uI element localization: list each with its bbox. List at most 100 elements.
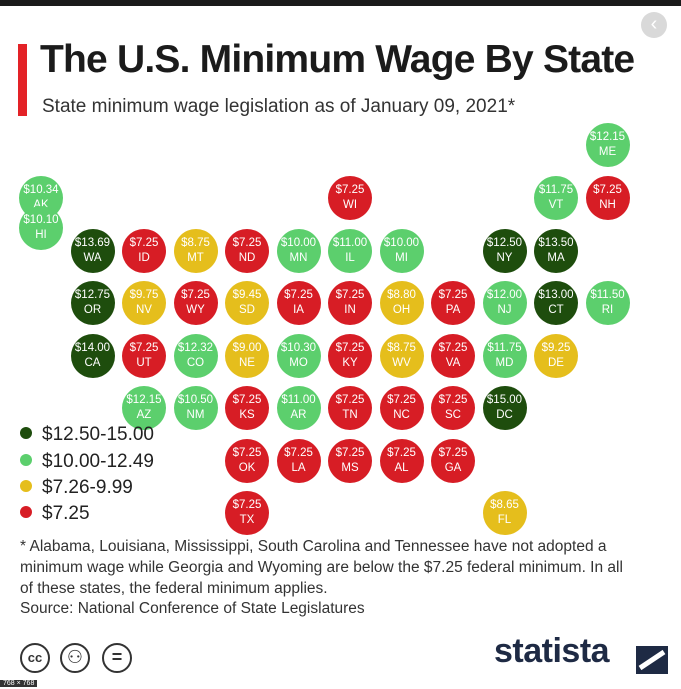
state-wage: $7.25 — [438, 446, 468, 459]
state-abbr: ND — [238, 251, 256, 264]
state-abbr: KS — [239, 409, 255, 421]
legend-swatch — [20, 427, 32, 439]
state-abbr: AZ — [136, 409, 152, 421]
no-derivatives-icon[interactable]: = — [102, 643, 132, 673]
state-abbr: UT — [136, 356, 152, 369]
state-tile-nh: $7.25 NH — [585, 176, 630, 220]
state-wage: $7.25 — [284, 289, 313, 301]
state-wage: $8.65 — [490, 499, 519, 511]
state-tile-tn: $7.25 TN — [328, 386, 372, 430]
legend-label: $12.50-15.00 — [42, 424, 154, 445]
state-tile-mi: $10.00 MI — [379, 228, 424, 273]
state-abbr: FL — [497, 514, 512, 526]
state-wage: $7.25 — [335, 184, 365, 196]
state-tile-pa: $7.25 PA — [431, 281, 475, 325]
state-abbr: MO — [289, 356, 308, 369]
state-tile-la: $7.25 LA — [276, 438, 321, 483]
state-abbr: MS — [341, 461, 359, 474]
state-wage: $7.25 — [387, 394, 416, 406]
state-abbr: IA — [293, 304, 304, 316]
state-wage: $11.75 — [487, 341, 522, 354]
back-button[interactable]: ‹ — [641, 12, 667, 38]
state-tile-or: $12.75 OR — [70, 281, 115, 325]
statista-logo-text[interactable]: statista — [494, 632, 610, 670]
state-abbr: NY — [496, 251, 513, 264]
legend-swatch — [20, 480, 32, 492]
state-wage: $7.25 — [438, 341, 468, 354]
state-tile-mo: $10.30 MO — [276, 333, 321, 378]
state-abbr: MI — [395, 251, 408, 264]
legend-item: $7.25 — [20, 503, 90, 525]
state-abbr: MN — [289, 251, 308, 264]
state-wage: $7.25 — [232, 499, 262, 511]
state-tile-me: $12.15 ME — [585, 123, 630, 167]
state-wage: $8.75 — [387, 341, 416, 354]
legend-item: $7.26-9.99 — [20, 477, 133, 499]
state-abbr: GA — [444, 461, 462, 474]
state-tile-mt: $8.75 MT — [173, 228, 218, 273]
state-tile-nd: $7.25 ND — [225, 228, 269, 273]
state-tile-wa: $13.69 WA — [70, 228, 115, 273]
state-tile-wy: $7.25 WY — [173, 281, 218, 325]
state-tile-il: $11.00 IL — [328, 228, 372, 273]
state-abbr: AL — [394, 461, 409, 474]
legend-label: $7.25 — [42, 503, 90, 524]
state-abbr: OH — [392, 304, 411, 316]
state-tile-dc: $15.00 DC — [482, 386, 527, 430]
state-abbr: WV — [392, 356, 411, 369]
state-tile-ct: $13.00 CT — [534, 281, 578, 325]
state-wage: $10.00 — [280, 236, 317, 249]
state-wage: $7.25 — [335, 394, 365, 406]
state-wage: $10.30 — [280, 341, 317, 354]
state-abbr: MA — [547, 251, 565, 264]
state-tile-ar: $11.00 AR — [276, 386, 321, 430]
state-wage: $7.25 — [284, 446, 313, 459]
state-tile-sc: $7.25 SC — [431, 386, 475, 430]
state-wage: $9.45 — [232, 289, 262, 301]
state-wage: $7.25 — [335, 446, 365, 459]
state-wage: $7.25 — [335, 341, 365, 354]
state-tile-fl: $8.65 FL — [482, 491, 527, 535]
state-wage: $11.50 — [590, 289, 625, 301]
state-tile-co: $12.32 CO — [173, 333, 218, 378]
state-tile-ri: $11.50 RI — [585, 281, 630, 325]
state-tile-hi: $10.10 HI — [19, 206, 63, 250]
footnote: * Alabama, Louisiana, Mississippi, South… — [20, 538, 623, 597]
state-tile-ga: $7.25 GA — [431, 438, 475, 483]
state-tile-tx: $7.25 TX — [225, 491, 269, 535]
state-abbr: TN — [342, 409, 358, 421]
state-tile-sd: $9.45 SD — [225, 281, 269, 325]
state-wage: $7.25 — [387, 446, 416, 459]
state-abbr: CT — [548, 304, 564, 316]
state-tile-nc: $7.25 NC — [379, 386, 424, 430]
legend-swatch — [20, 454, 32, 466]
state-wage: $7.25 — [129, 341, 159, 354]
state-wage: $13.69 — [74, 236, 111, 249]
attribution-icon[interactable]: ⚇ — [60, 643, 90, 673]
state-abbr: VT — [548, 199, 564, 211]
state-tile-va: $7.25 VA — [431, 333, 475, 378]
state-tile-md: $11.75 MD — [482, 333, 527, 378]
chart-title: The U.S. Minimum Wage By State — [40, 38, 635, 81]
state-tile-nj: $12.00 NJ — [482, 281, 527, 325]
state-abbr: NH — [599, 199, 616, 211]
state-tile-az: $12.15 AZ — [122, 386, 166, 430]
state-wage: $11.75 — [538, 184, 574, 196]
state-wage: $12.15 — [126, 394, 162, 406]
cc-icon[interactable]: cc — [20, 643, 50, 673]
legend-label: $7.26-9.99 — [42, 477, 133, 498]
state-tile-ia: $7.25 IA — [276, 281, 321, 325]
state-wage: $7.25 — [232, 394, 262, 406]
state-wage: $7.25 — [232, 236, 262, 249]
state-tile-ut: $7.25 UT — [122, 333, 166, 378]
state-wage: $7.25 — [335, 289, 365, 301]
state-abbr: NM — [186, 409, 205, 421]
state-wage: $7.25 — [438, 289, 468, 301]
state-abbr: NV — [136, 304, 152, 316]
state-abbr: MT — [187, 251, 204, 264]
state-wage: $7.25 — [181, 289, 210, 301]
state-abbr: WI — [342, 199, 358, 211]
state-wage: $12.75 — [74, 289, 111, 301]
state-tile-vt: $11.75 VT — [534, 176, 578, 220]
state-wage: $12.15 — [589, 131, 626, 143]
